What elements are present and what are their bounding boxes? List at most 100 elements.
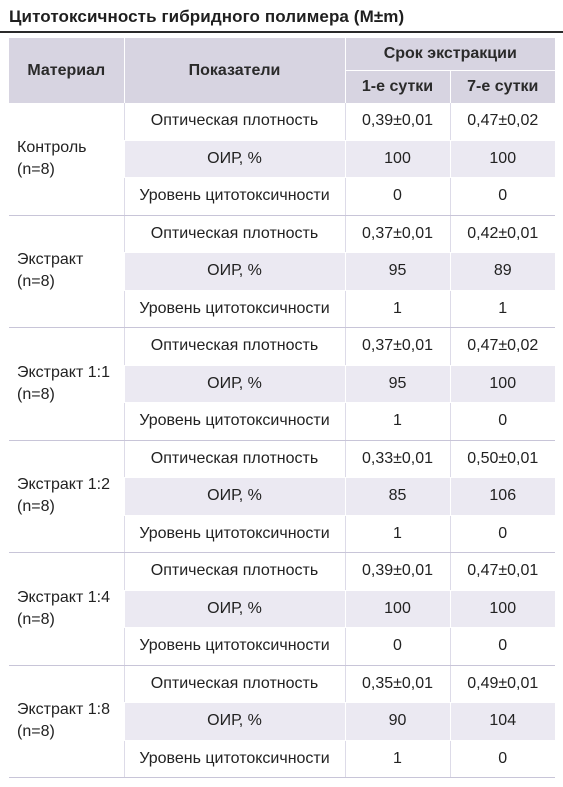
material-sample-size: (n=8) xyxy=(17,160,55,178)
value-cell-day1: 90 xyxy=(344,702,450,741)
value-cell-day7: 0,47±0,01 xyxy=(449,552,556,591)
value-cell-day7: 100 xyxy=(449,590,556,628)
value-cell-day7: 100 xyxy=(449,140,556,178)
table-row: Экстракт 1:8 (n=8) Оптическая плотность 0,3… xyxy=(9,665,556,778)
value-cell-day7: 0 xyxy=(449,740,556,778)
indicator-cell: ОИР, % xyxy=(123,140,345,178)
value-cell-day7: 1 xyxy=(449,290,556,328)
value-cell-day7: 0,49±0,01 xyxy=(449,665,556,703)
indicator-cell: Оптическая плотность xyxy=(123,665,345,703)
material-cell: Экстракт 1:4 (n=8) xyxy=(9,552,124,666)
indicator-cell: Уровень цитотоксичности xyxy=(123,740,345,778)
value-cell-day1: 85 xyxy=(344,477,450,516)
value-cell-day1: 1 xyxy=(344,740,450,778)
value-cell-day1: 0 xyxy=(344,177,450,216)
material-cell: Экстракт (n=8) xyxy=(9,215,124,328)
header-day1: 1-е сутки xyxy=(344,70,450,103)
indicator-cell: Уровень цитотоксичности xyxy=(123,627,345,666)
value-cell-day7: 100 xyxy=(449,365,556,403)
header-material: Материал xyxy=(9,38,124,103)
value-cell-day1: 1 xyxy=(344,290,450,328)
material-name: Экстракт 1:1 xyxy=(17,363,110,381)
table-header: Материал Показатели Срок экстракции 1-е … xyxy=(9,38,556,103)
material-name: Экстракт 1:8 xyxy=(17,701,110,719)
indicator-cell: ОИР, % xyxy=(123,590,345,628)
table-row: Уровень цитотоксичности 1 0 xyxy=(9,402,556,441)
value-cell-day7: 0,47±0,02 xyxy=(449,103,556,141)
value-cell-day1: 0,37±0,01 xyxy=(344,215,450,253)
table-row: ОИР, % 90 104 xyxy=(9,702,556,741)
material-sample-size: (n=8) xyxy=(17,723,55,741)
table-row: Экстракт 1:4 (n=8) Оптическая плотность 0,3… xyxy=(9,552,556,666)
table-row: Уровень цитотоксичности 0 0 xyxy=(9,627,556,666)
table-body: Контроль (n=8) Оптическая плотность 0,39±0,… xyxy=(9,103,556,778)
table-row: Экстракт 1:2 (n=8) Оптическая плотность 0,3… xyxy=(9,440,556,553)
value-cell-day1: 1 xyxy=(344,402,450,441)
material-name: Экстракт 1:2 xyxy=(17,476,110,494)
value-cell-day7: 104 xyxy=(449,702,556,741)
material-cell: Экстракт 1:2 (n=8) xyxy=(9,440,124,553)
table-row: ОИР, % 85 106 xyxy=(9,477,556,516)
value-cell-day7: 0 xyxy=(449,627,556,666)
table-row: Уровень цитотоксичности 1 0 xyxy=(9,740,556,778)
table-row: ОИР, % 100 100 xyxy=(9,590,556,628)
material-cell: Экстракт 1:8 (n=8) xyxy=(9,665,124,778)
table-row: Уровень цитотоксичности 1 1 xyxy=(9,290,556,328)
value-cell-day1: 0,33±0,01 xyxy=(344,440,450,478)
indicator-cell: Оптическая плотность xyxy=(123,103,345,141)
indicator-cell: Уровень цитотоксичности xyxy=(123,177,345,216)
material-cell: Экстракт 1:1 (n=8) xyxy=(9,327,124,441)
material-sample-size: (n=8) xyxy=(17,498,55,516)
indicator-cell: Уровень цитотоксичности xyxy=(123,290,345,328)
table-row: ОИР, % 95 89 xyxy=(9,252,556,291)
indicator-cell: Оптическая плотность xyxy=(123,215,345,253)
value-cell-day1: 0,37±0,01 xyxy=(344,327,450,366)
value-cell-day1: 100 xyxy=(344,140,450,178)
table-row: Контроль (n=8) Оптическая плотность 0,39±0,… xyxy=(9,103,556,216)
indicator-cell: ОИР, % xyxy=(123,477,345,516)
material-name: Экстракт xyxy=(17,251,84,269)
indicator-cell: ОИР, % xyxy=(123,702,345,741)
table-row: Уровень цитотоксичности 0 0 xyxy=(9,177,556,216)
value-cell-day7: 0,42±0,01 xyxy=(449,215,556,253)
value-cell-day7: 0,50±0,01 xyxy=(449,440,556,478)
indicator-cell: Уровень цитотоксичности xyxy=(123,515,345,553)
value-cell-day7: 89 xyxy=(449,252,556,291)
header-extraction-period: Срок экстракции xyxy=(344,38,556,71)
indicator-cell: Уровень цитотоксичности xyxy=(123,402,345,441)
value-cell-day7: 0 xyxy=(449,402,556,441)
value-cell-day1: 0 xyxy=(344,627,450,666)
indicator-cell: Оптическая плотность xyxy=(123,440,345,478)
material-sample-size: (n=8) xyxy=(17,273,55,291)
value-cell-day1: 1 xyxy=(344,515,450,553)
material-name: Экстракт 1:4 xyxy=(17,588,110,606)
table-row: Экстракт 1:1 (n=8) Оптическая плотность 0,3… xyxy=(9,327,556,441)
material-sample-size: (n=8) xyxy=(17,385,55,403)
value-cell-day7: 0,47±0,02 xyxy=(449,327,556,366)
table-row: Экстракт (n=8) Оптическая плотность 0,37±0,… xyxy=(9,215,556,328)
material-sample-size: (n=8) xyxy=(17,610,55,628)
table-row: ОИР, % 100 100 xyxy=(9,140,556,178)
value-cell-day1: 0,39±0,01 xyxy=(344,552,450,591)
table-row: Уровень цитотоксичности 1 0 xyxy=(9,515,556,553)
indicator-cell: ОИР, % xyxy=(123,365,345,403)
header-day7: 7-е сутки xyxy=(449,70,556,103)
table-title: Цитотоксичность гибридного полимера (M±m… xyxy=(9,7,405,26)
value-cell-day7: 0 xyxy=(449,515,556,553)
value-cell-day1: 0,35±0,01 xyxy=(344,665,450,703)
material-cell: Контроль (n=8) xyxy=(9,103,124,216)
indicator-cell: ОИР, % xyxy=(123,252,345,291)
indicator-cell: Оптическая плотность xyxy=(123,327,345,366)
cytotoxicity-table: Материал Показатели Срок экстракции 1-е … xyxy=(9,38,556,778)
indicator-cell: Оптическая плотность xyxy=(123,552,345,591)
value-cell-day1: 100 xyxy=(344,590,450,628)
header-indicators: Показатели xyxy=(123,38,345,103)
title-rule xyxy=(0,31,563,33)
table-row: ОИР, % 95 100 xyxy=(9,365,556,403)
value-cell-day7: 0 xyxy=(449,177,556,216)
value-cell-day1: 95 xyxy=(344,365,450,403)
value-cell-day1: 95 xyxy=(344,252,450,291)
value-cell-day7: 106 xyxy=(449,477,556,516)
material-name: Контроль xyxy=(17,138,87,156)
value-cell-day1: 0,39±0,01 xyxy=(344,103,450,141)
